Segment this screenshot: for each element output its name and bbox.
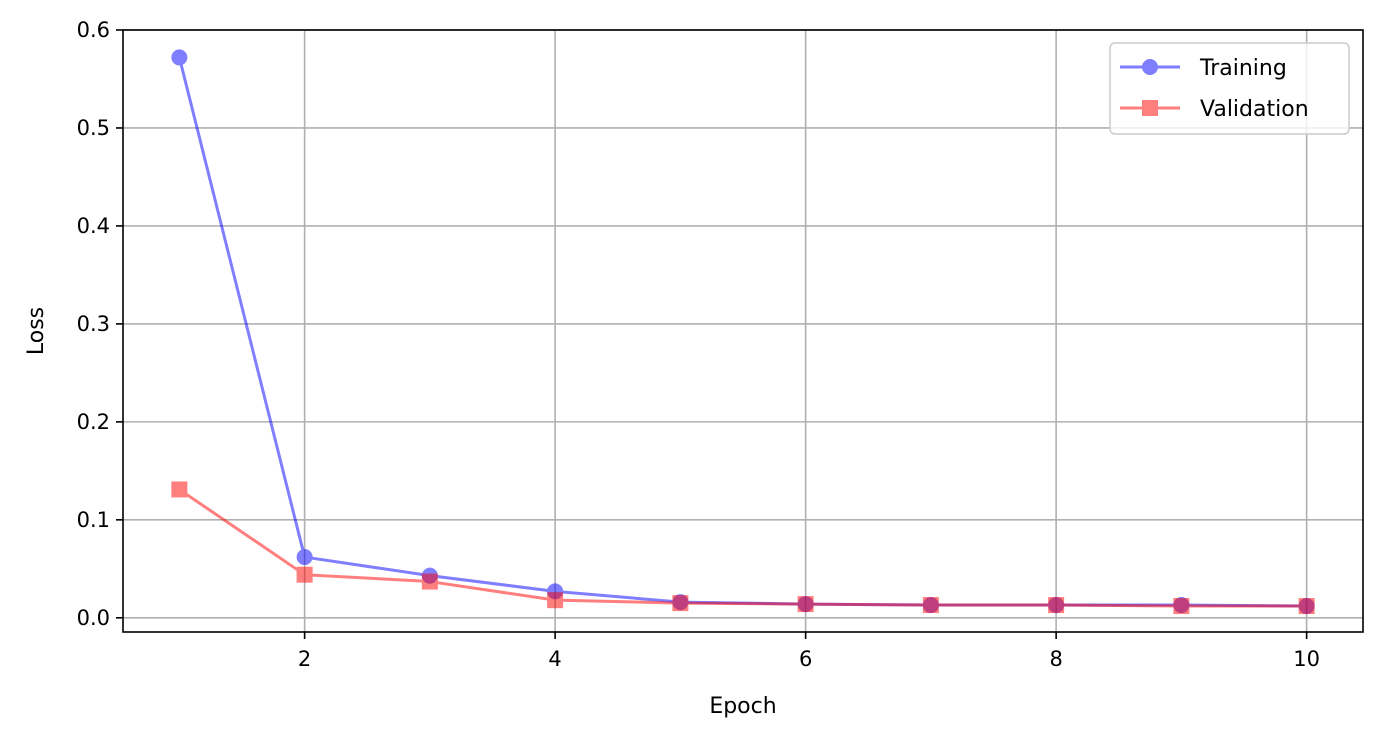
series-layer bbox=[171, 49, 1315, 615]
validation-point bbox=[421, 573, 438, 590]
legend-item-validation: Validation bbox=[1120, 97, 1309, 122]
axis-ticks: 2 4 6 8 10 0.0 0.1 0.2 0.3 0.4 0.5 0.6 bbox=[77, 18, 1320, 671]
legend-swatch-validation bbox=[1120, 100, 1180, 116]
x-tick-label: 10 bbox=[1293, 647, 1320, 671]
x-tick-label: 4 bbox=[548, 647, 561, 671]
x-axis-label: Epoch bbox=[709, 694, 776, 719]
training-line bbox=[177, 57, 1307, 608]
x-tick-label: 6 bbox=[799, 647, 812, 671]
validation-point bbox=[1298, 598, 1315, 615]
y-tick-label: 0.6 bbox=[77, 18, 110, 42]
validation-point bbox=[1048, 597, 1065, 614]
legend-marker bbox=[1142, 100, 1158, 116]
legend-label-validation: Validation bbox=[1200, 97, 1309, 122]
legend: Training Validation bbox=[1109, 42, 1350, 135]
training-point bbox=[296, 549, 313, 566]
training-series bbox=[171, 49, 1315, 615]
validation-point bbox=[296, 566, 313, 583]
y-tick-label: 0.3 bbox=[77, 312, 110, 336]
validation-point bbox=[797, 596, 814, 613]
training-point bbox=[171, 49, 188, 66]
legend-item-training: Training bbox=[1120, 56, 1287, 81]
y-tick-label: 0.4 bbox=[77, 214, 110, 238]
validation-point bbox=[547, 592, 564, 609]
y-axis-label: Loss bbox=[24, 307, 49, 355]
x-tick-label: 2 bbox=[298, 647, 311, 671]
y-tick-label: 0.5 bbox=[77, 116, 110, 140]
legend-label-training: Training bbox=[1199, 56, 1287, 81]
validation-line bbox=[178, 488, 1307, 608]
y-tick-label: 0.2 bbox=[77, 410, 110, 434]
legend-marker bbox=[1142, 59, 1158, 75]
validation-point bbox=[922, 597, 939, 614]
validation-point bbox=[672, 595, 689, 612]
plot-frame bbox=[122, 29, 1364, 633]
y-tick-label: 0.0 bbox=[77, 606, 110, 630]
validation-point bbox=[171, 481, 188, 498]
x-tick-label: 8 bbox=[1049, 647, 1062, 671]
y-tick-label: 0.1 bbox=[77, 508, 110, 532]
validation-series bbox=[171, 481, 1315, 615]
legend-swatch-training bbox=[1120, 59, 1180, 75]
validation-point bbox=[1173, 598, 1190, 615]
